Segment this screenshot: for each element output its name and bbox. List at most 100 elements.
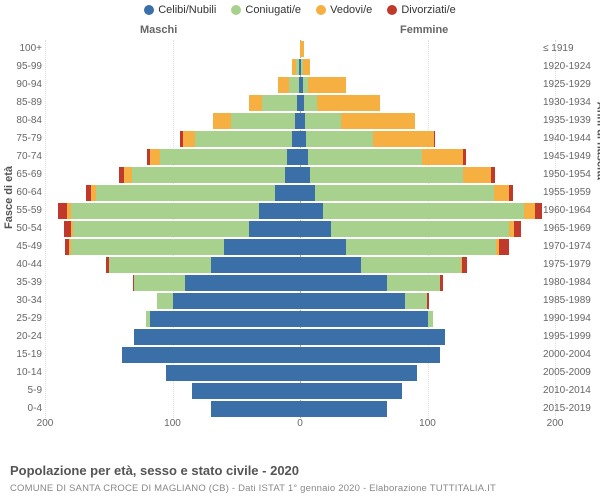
female-bar xyxy=(300,329,445,345)
female-bar xyxy=(300,167,495,183)
bar-segment-cel xyxy=(300,347,440,363)
bar-segment-con xyxy=(428,311,433,327)
bar-segment-cel xyxy=(211,257,300,273)
male-bar xyxy=(86,185,300,201)
pyramid-row: 25-291990-1994 xyxy=(45,310,555,328)
bar-segment-ved xyxy=(422,149,463,165)
legend-label: Coniugati/e xyxy=(245,4,301,16)
female-bar xyxy=(300,347,440,363)
bar-segment-cel xyxy=(150,311,300,327)
male-bar xyxy=(249,95,300,111)
chart-source: COMUNE DI SANTA CROCE DI MAGLIANO (CB) -… xyxy=(10,483,496,494)
bar-segment-con xyxy=(315,185,494,201)
female-bar xyxy=(300,95,380,111)
bar-segment-ved xyxy=(494,185,509,201)
bar-segment-div xyxy=(462,257,467,273)
birth-year-label: 2015-2019 xyxy=(543,400,600,418)
birth-year-label: 1930-1934 xyxy=(543,94,600,112)
bar-segment-ved xyxy=(150,149,160,165)
pyramid-row: 55-591960-1964 xyxy=(45,202,555,220)
legend-item: Coniugati/e xyxy=(231,4,301,16)
female-bar xyxy=(300,149,466,165)
x-tick: 0 xyxy=(297,418,303,429)
bar-segment-con xyxy=(305,113,341,129)
pyramid-row: 0-42015-2019 xyxy=(45,400,555,418)
bar-segment-cel xyxy=(300,275,387,291)
bar-segment-cel xyxy=(300,167,310,183)
x-tick: 100 xyxy=(419,418,436,429)
bar-segment-div xyxy=(535,203,543,219)
bar-segment-con xyxy=(310,167,463,183)
age-label: 70-74 xyxy=(0,148,42,166)
female-bar xyxy=(300,221,521,237)
bar-segment-cel xyxy=(224,239,301,255)
bar-segment-cel xyxy=(122,347,301,363)
birth-year-label: 1990-1994 xyxy=(543,310,600,328)
bar-segment-cel xyxy=(173,293,301,309)
bar-segment-cel xyxy=(134,329,300,345)
birth-year-label: 1950-1954 xyxy=(543,166,600,184)
birth-year-label: 1975-1979 xyxy=(543,256,600,274)
female-bar xyxy=(300,239,509,255)
female-bar xyxy=(300,275,443,291)
pyramid-row: 70-741945-1949 xyxy=(45,148,555,166)
birth-year-label: 1985-1989 xyxy=(543,292,600,310)
pyramid-row: 50-541965-1969 xyxy=(45,220,555,238)
pyramid-row: 90-941925-1929 xyxy=(45,76,555,94)
bar-segment-cel xyxy=(300,257,361,273)
male-bar xyxy=(133,275,300,291)
pyramid-row: 10-142005-2009 xyxy=(45,364,555,382)
bar-segment-cel xyxy=(300,203,323,219)
female-bar xyxy=(300,41,304,57)
plot-area: 100+≤ 191995-991920-192490-941925-192985… xyxy=(45,40,555,418)
pyramid-row: 60-641955-1959 xyxy=(45,184,555,202)
bar-segment-cel xyxy=(300,329,445,345)
female-bar xyxy=(300,257,467,273)
age-label: 90-94 xyxy=(0,76,42,94)
x-tick: 100 xyxy=(164,418,181,429)
birth-year-label: 1980-1984 xyxy=(543,274,600,292)
birth-year-label: 1955-1959 xyxy=(543,184,600,202)
birth-year-label: 2010-2014 xyxy=(543,382,600,400)
age-label: 40-44 xyxy=(0,256,42,274)
legend-swatch xyxy=(144,5,154,15)
male-bar xyxy=(106,257,300,273)
bar-segment-cel xyxy=(300,311,428,327)
bar-segment-con xyxy=(132,167,285,183)
age-label: 0-4 xyxy=(0,400,42,418)
x-tick: 200 xyxy=(547,418,564,429)
female-bar xyxy=(300,203,542,219)
age-label: 100+ xyxy=(0,40,42,58)
pyramid-row: 15-192000-2004 xyxy=(45,346,555,364)
bar-segment-ved xyxy=(303,59,311,75)
male-bar xyxy=(119,167,300,183)
female-header: Femmine xyxy=(400,24,448,36)
bar-segment-con xyxy=(262,95,298,111)
age-label: 30-34 xyxy=(0,292,42,310)
bar-segment-con xyxy=(387,275,441,291)
female-bar xyxy=(300,311,433,327)
bar-segment-ved xyxy=(300,41,304,57)
bar-segment-ved xyxy=(213,113,231,129)
age-label: 60-64 xyxy=(0,184,42,202)
age-label: 80-84 xyxy=(0,112,42,130)
bar-segment-div xyxy=(427,293,428,309)
bar-segment-cel xyxy=(300,365,417,381)
bar-segment-cel xyxy=(192,383,300,399)
bar-segment-cel xyxy=(166,365,300,381)
bar-segment-con xyxy=(109,257,211,273)
birth-year-label: 1940-1944 xyxy=(543,130,600,148)
legend-item: Divorziati/e xyxy=(387,4,455,16)
pyramid-row: 40-441975-1979 xyxy=(45,256,555,274)
bar-segment-cel xyxy=(287,149,300,165)
female-bar xyxy=(300,131,435,147)
pyramid-row: 100+≤ 1919 xyxy=(45,40,555,58)
x-tick: 200 xyxy=(37,418,54,429)
bar-segment-con xyxy=(134,275,185,291)
pyramid-row: 65-691950-1954 xyxy=(45,166,555,184)
male-bar xyxy=(64,221,300,237)
bar-segment-con xyxy=(304,95,317,111)
birth-year-label: 1970-1974 xyxy=(543,238,600,256)
bar-segment-cel xyxy=(300,293,405,309)
age-label: 65-69 xyxy=(0,166,42,184)
